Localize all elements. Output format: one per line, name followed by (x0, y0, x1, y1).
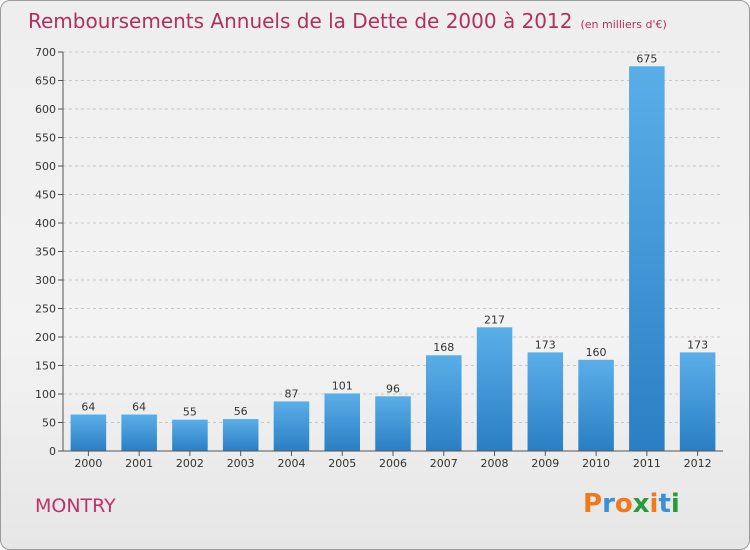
y-tick-label: 50 (42, 417, 56, 430)
commune-name: MONTRY (35, 495, 116, 517)
y-tick-label: 350 (35, 246, 56, 259)
y-tick-label: 450 (35, 189, 56, 202)
bar (578, 359, 614, 451)
x-tick-label: 2011 (633, 457, 661, 470)
bar-value-label: 96 (386, 382, 400, 395)
x-tick-label: 2008 (481, 457, 509, 470)
bar-value-label: 675 (636, 52, 657, 65)
bar-value-label: 56 (234, 405, 248, 418)
logo-letter: r (602, 489, 615, 519)
bar (172, 419, 208, 451)
bar (679, 352, 716, 451)
x-tick-label: 2012 (684, 457, 712, 470)
y-tick-label: 0 (49, 445, 56, 458)
bar (222, 419, 259, 451)
x-tick-label: 2009 (531, 457, 559, 470)
bar-value-label: 101 (332, 379, 353, 392)
chart-title: Remboursements Annuels de la Dette de 20… (28, 9, 667, 33)
y-tick-label: 400 (35, 217, 56, 230)
bar-value-label: 173 (687, 338, 708, 351)
y-tick-label: 100 (35, 388, 56, 401)
bar (324, 393, 360, 451)
x-tick-label: 2006 (379, 457, 407, 470)
bar (273, 401, 310, 451)
bar (121, 414, 157, 451)
logo-letter: i (670, 489, 680, 519)
bar-value-label: 217 (484, 313, 505, 326)
logo-letter: t (658, 489, 671, 519)
bar (629, 66, 665, 451)
bar (375, 396, 411, 451)
logo-letter: o (614, 489, 633, 519)
bar-value-label: 87 (284, 387, 298, 400)
x-tick-label: 2010 (582, 457, 610, 470)
y-tick-label: 500 (35, 160, 56, 173)
chart-title-text: Remboursements Annuels de la Dette de 20… (28, 9, 573, 33)
bar (476, 327, 513, 451)
y-tick-label: 200 (35, 331, 56, 344)
y-tick-label: 150 (35, 360, 56, 373)
bar-value-label: 173 (535, 338, 556, 351)
x-tick-label: 2001 (125, 457, 153, 470)
logo-letter: i (649, 489, 659, 519)
x-tick-label: 2007 (430, 457, 458, 470)
bar-value-label: 168 (433, 341, 454, 354)
bar-value-label: 64 (132, 401, 146, 414)
bar-value-label: 64 (81, 401, 95, 414)
chart-subtitle: (en milliers d'€) (580, 18, 667, 31)
bar (70, 414, 107, 451)
logo-letter: P (583, 489, 603, 519)
x-tick-label: 2002 (176, 457, 204, 470)
bar-value-label: 160 (586, 346, 607, 359)
bar-value-label: 55 (183, 406, 197, 419)
logo-letter: x (632, 489, 650, 519)
y-tick-label: 300 (35, 274, 56, 287)
y-tick-label: 700 (35, 46, 56, 59)
y-tick-label: 250 (35, 303, 56, 316)
x-tick-label: 2005 (328, 457, 356, 470)
x-tick-label: 2000 (74, 457, 102, 470)
proxiti-logo: Proxiti (583, 489, 680, 519)
bar (527, 352, 564, 451)
y-tick-label: 650 (35, 75, 56, 88)
x-tick-label: 2003 (227, 457, 255, 470)
y-tick-label: 550 (35, 132, 56, 145)
bar (426, 355, 462, 451)
x-tick-label: 2004 (277, 457, 305, 470)
y-tick-label: 600 (35, 103, 56, 116)
